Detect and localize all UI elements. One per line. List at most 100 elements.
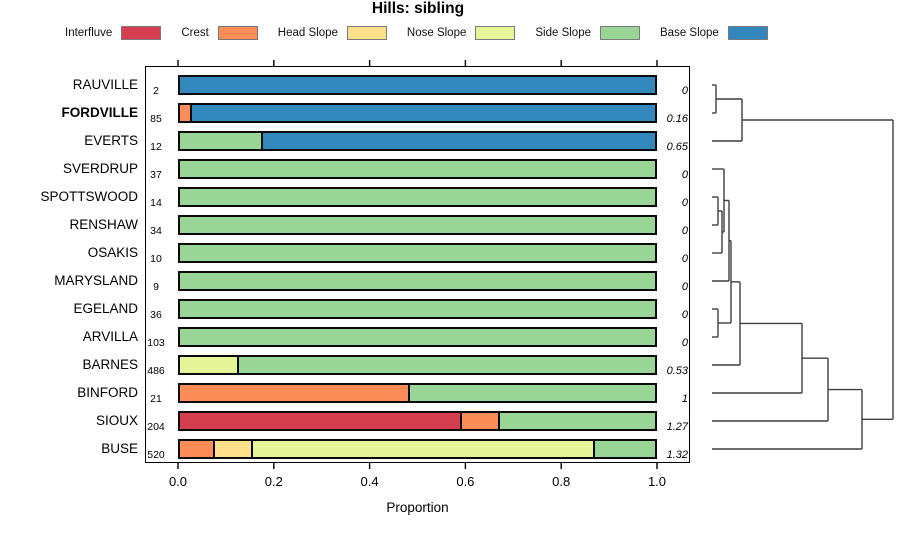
page-title: Hills: sibling xyxy=(371,0,465,17)
bar-osakis xyxy=(178,243,657,263)
n-value: 486 xyxy=(147,365,165,377)
bar-everts xyxy=(178,131,657,151)
bar-segment-side-slope xyxy=(180,245,655,261)
h-value: 1 xyxy=(681,393,688,405)
bar-segment-side-slope xyxy=(237,357,655,373)
h-value: 0 xyxy=(681,169,688,181)
n-value: 9 xyxy=(153,281,159,293)
bar-segment-side-slope xyxy=(180,301,655,317)
bar-segment-crest xyxy=(460,413,499,429)
bar-segment-head-slope xyxy=(213,441,252,457)
legend: Interfluve Crest Head Slope Nose Slope Side … xyxy=(65,26,768,40)
bar-barnes xyxy=(178,355,657,375)
row-label-barnes: BARNES xyxy=(82,357,138,372)
bar-marysland xyxy=(178,271,657,291)
bar-spottswood xyxy=(178,187,657,207)
bar-segment-side-slope xyxy=(593,441,655,457)
row-label-binford: BINFORD xyxy=(77,385,138,400)
legend-swatch xyxy=(121,26,162,40)
bar-segment-interfluve xyxy=(180,413,461,429)
legend-item: Crest xyxy=(181,26,258,40)
bar-arvilla xyxy=(178,327,657,347)
h-value: 1.27 xyxy=(666,421,688,433)
n-value: 103 xyxy=(147,337,165,349)
bar-fordville xyxy=(178,103,657,123)
h-value: 0.65 xyxy=(666,141,688,153)
n-value: 85 xyxy=(150,113,162,125)
plot-area xyxy=(145,66,690,463)
n-value: 21 xyxy=(150,393,162,405)
legend-label: Head Slope xyxy=(277,27,338,39)
bar-segment-nose-slope xyxy=(180,357,237,373)
legend-item: Head Slope xyxy=(278,26,387,40)
row-label-renshaw: RENSHAW xyxy=(69,217,138,232)
legend-label: Side Slope xyxy=(535,27,591,39)
x-tick-label: 0.4 xyxy=(360,474,379,489)
n-value: 37 xyxy=(150,169,162,181)
n-value: 520 xyxy=(147,449,165,461)
bar-segment-side-slope xyxy=(180,217,655,233)
bar-segment-base-slope xyxy=(180,77,655,93)
bar-renshaw xyxy=(178,215,657,235)
legend-swatch xyxy=(475,26,516,40)
row-label-fordville: FORDVILLE xyxy=(61,105,139,120)
row-label-everts: EVERTS xyxy=(84,133,138,148)
row-label-sverdrup: SVERDRUP xyxy=(62,161,138,176)
x-tick-label: 0.2 xyxy=(264,474,283,489)
row-label-sioux: SIOUX xyxy=(95,413,138,428)
bar-segment-crest xyxy=(180,105,190,121)
bar-segment-nose-slope xyxy=(251,441,594,457)
bar-segment-side-slope xyxy=(408,385,655,401)
h-value: 0 xyxy=(681,197,688,209)
n-value: 12 xyxy=(150,141,162,153)
bar-binford xyxy=(178,383,657,403)
bar-segment-side-slope xyxy=(180,161,655,177)
legend-swatch xyxy=(346,26,387,40)
x-tick-label: 0.8 xyxy=(552,474,571,489)
n-value: 34 xyxy=(150,225,162,237)
bar-segment-side-slope xyxy=(180,133,261,149)
bar-sverdrup xyxy=(178,159,657,179)
h-value: 0 xyxy=(681,253,688,265)
bar-rauville xyxy=(178,75,657,95)
h-value: 0.53 xyxy=(666,365,688,377)
h-value: 0 xyxy=(681,85,688,97)
legend-label: Crest xyxy=(181,27,209,39)
bar-segment-crest xyxy=(180,385,408,401)
n-value: 10 xyxy=(150,253,162,265)
x-tick-label: 0.0 xyxy=(168,474,188,489)
n-value: 204 xyxy=(147,421,165,433)
bar-segment-base-slope xyxy=(260,133,655,149)
legend-label: Interfluve xyxy=(65,27,113,39)
legend-swatch xyxy=(727,26,768,40)
h-value: 1.32 xyxy=(666,449,688,461)
legend-label: Base Slope xyxy=(660,27,719,39)
row-label-egeland: EGELAND xyxy=(73,301,138,316)
bar-buse xyxy=(178,439,657,459)
bar-segment-side-slope xyxy=(498,413,655,429)
x-tick-label: 1.0 xyxy=(647,474,667,489)
bar-segment-side-slope xyxy=(180,189,655,205)
legend-item: Side Slope xyxy=(535,26,640,40)
h-value: 0.16 xyxy=(666,113,688,125)
row-label-rauville: RAUVILLE xyxy=(72,77,138,92)
legend-item: Nose Slope xyxy=(406,26,516,40)
h-value: 0 xyxy=(681,281,688,293)
n-value: 36 xyxy=(150,309,162,321)
h-value: 0 xyxy=(681,309,688,321)
row-label-osakis: OSAKIS xyxy=(87,245,138,260)
legend-item: Interfluve xyxy=(65,26,162,40)
legend-swatch xyxy=(217,26,258,40)
row-label-buse: BUSE xyxy=(101,441,138,456)
x-tick-label: 0.6 xyxy=(456,474,475,489)
bar-sioux xyxy=(178,411,657,431)
legend-swatch xyxy=(600,26,640,40)
row-label-spottswood: SPOTTSWOOD xyxy=(40,189,139,204)
legend-label: Nose Slope xyxy=(406,27,467,39)
bar-segment-side-slope xyxy=(180,329,655,345)
row-label-arvilla: ARVILLA xyxy=(82,329,138,344)
x-axis-title: Proportion xyxy=(386,500,449,515)
bar-egeland xyxy=(178,299,657,319)
legend-item: Base Slope xyxy=(660,26,768,40)
